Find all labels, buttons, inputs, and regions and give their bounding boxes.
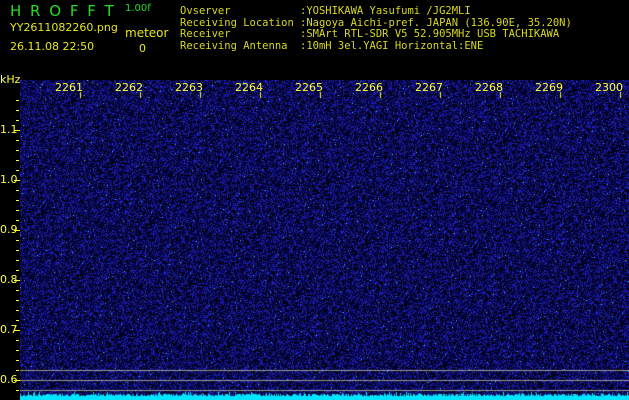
y-tick: [16, 340, 19, 341]
y-tick: [16, 110, 19, 111]
y-tick: [16, 100, 19, 101]
y-tick-label: 1.1: [0, 123, 18, 136]
version-label: 1.00f: [125, 3, 151, 14]
time-tick-label: 2267: [415, 81, 443, 94]
filename-label: YY2611082260.png: [10, 21, 118, 34]
y-tick: [16, 320, 19, 321]
y-tick: [16, 310, 19, 311]
info-value: :Nagoya Aichi-pref. JAPAN (136.90E, 35.2…: [300, 16, 572, 29]
time-tick-label: 2263: [175, 81, 203, 94]
y-tick-label: 0.6: [0, 373, 18, 386]
y-tick: [14, 230, 20, 231]
y-tick: [16, 370, 19, 371]
time-tick-label: 2264: [235, 81, 263, 94]
y-tick: [16, 260, 19, 261]
info-label: Receiving Location: [180, 16, 294, 29]
info-value: :SMArt RTL-SDR V5 52.905MHz USB TACHIKAW…: [300, 28, 560, 40]
time-tick-label: 2268: [475, 81, 503, 94]
y-tick: [14, 130, 20, 131]
meteor-label: meteor: [125, 26, 169, 40]
y-tick: [16, 350, 19, 351]
y-tick: [16, 160, 19, 161]
y-tick: [16, 250, 19, 251]
info-label: Ovserver: [180, 5, 231, 17]
datetime-label: 26.11.08 22:50: [10, 40, 95, 53]
y-tick-label: 1.0: [0, 173, 18, 186]
info-row: Receiving Antenna :10mH 3el.YAGI Horizont…: [180, 39, 572, 53]
y-tick: [14, 330, 20, 331]
meteor-count: 0: [139, 42, 146, 55]
y-unit-label: kHz: [0, 73, 21, 86]
time-tick-label: 2300: [595, 81, 623, 94]
y-tick: [14, 180, 20, 181]
time-tick-label: 2265: [295, 81, 323, 94]
y-tick: [16, 140, 19, 141]
info-row: Receiver :SMArt RTL-SDR V5 52.905MHz USB …: [180, 28, 572, 41]
y-tick: [14, 380, 20, 381]
info-row: Receiving Location :Nagoya Aichi-pref. JA…: [180, 16, 572, 30]
y-tick: [16, 360, 19, 361]
time-tick-label: 2262: [115, 81, 143, 94]
y-tick: [14, 280, 20, 281]
y-tick: [16, 210, 19, 211]
y-tick-label: 0.9: [0, 223, 18, 236]
info-panel: Ovserver:YOSHIKAWA Yasufumi /JG2MLI Recei…: [180, 5, 572, 53]
time-tick-label: 2266: [355, 81, 383, 94]
y-tick: [16, 300, 19, 301]
spectrogram: [20, 80, 629, 400]
y-tick: [16, 150, 19, 151]
app-title: H R O F F T: [10, 2, 116, 20]
y-tick: [16, 390, 19, 391]
y-tick: [16, 220, 19, 221]
y-tick: [16, 290, 19, 291]
y-tick: [16, 190, 19, 191]
y-tick: [16, 240, 19, 241]
time-tick-label: 2269: [535, 81, 563, 94]
info-label: Receiver: [180, 28, 231, 40]
y-tick: [16, 170, 19, 171]
info-label: Receiving Antenna: [180, 39, 288, 52]
info-value: :YOSHIKAWA Yasufumi /JG2MLI: [300, 5, 471, 17]
y-tick: [16, 120, 19, 121]
y-tick: [16, 270, 19, 271]
info-row: Ovserver :YOSHIKAWA Yasufumi /JG2MLI: [180, 5, 572, 18]
time-tick-label: 2261: [55, 81, 83, 94]
y-tick-label: 0.7: [0, 323, 18, 336]
info-value: :10mH 3el.YAGI Horizontal:ENE: [300, 39, 484, 52]
y-tick: [16, 200, 19, 201]
y-tick-label: 0.8: [0, 273, 18, 286]
